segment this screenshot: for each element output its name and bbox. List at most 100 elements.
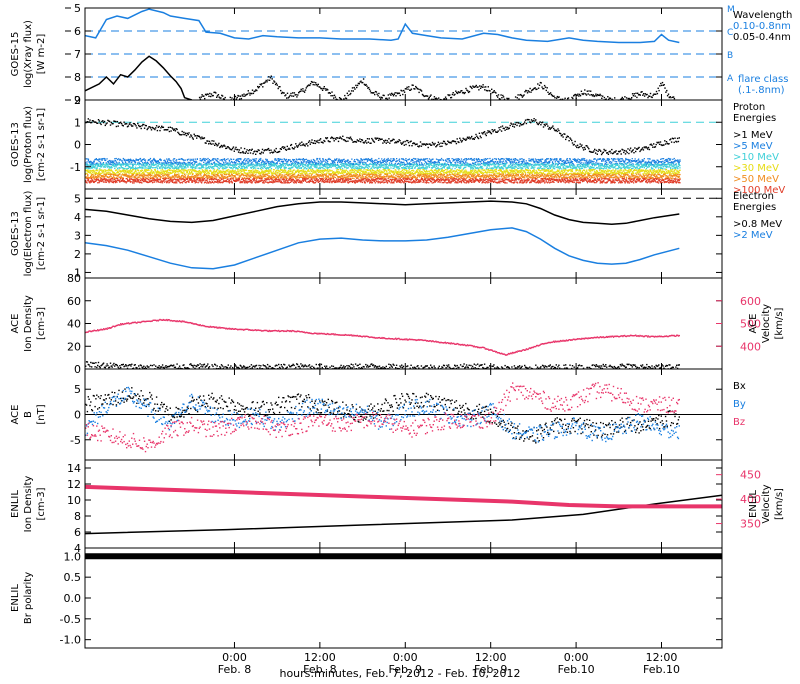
series-point: [228, 165, 229, 166]
series-point: [331, 166, 332, 167]
series-point: [530, 122, 531, 123]
series-point: [215, 92, 216, 93]
series-point: [381, 158, 382, 159]
series-point: [225, 167, 226, 168]
series-point: [111, 164, 112, 165]
series-point: [285, 165, 286, 166]
series-point: [348, 167, 349, 168]
series-point: [405, 164, 406, 165]
series-point: [619, 167, 620, 168]
series-point: [481, 166, 482, 167]
series-point: [204, 137, 205, 138]
series-point: [229, 160, 230, 161]
series-point: [198, 167, 199, 168]
series-point: [572, 161, 573, 162]
series-point: [152, 173, 153, 174]
series-point: [677, 168, 678, 169]
series-point: [541, 86, 542, 87]
series-point: [533, 118, 534, 119]
series-point: [535, 87, 536, 88]
series-point: [402, 143, 403, 144]
series-point: [248, 93, 249, 94]
series-point: [589, 94, 590, 95]
series-point: [580, 146, 581, 147]
series-point: [154, 129, 155, 130]
series-point: [355, 161, 356, 162]
series-point: [286, 159, 287, 160]
series-point: [629, 163, 630, 164]
series-point: [671, 141, 672, 142]
series-point: [306, 161, 307, 162]
series-point: [363, 162, 364, 163]
series-point: [308, 142, 309, 143]
series-point: [225, 160, 226, 161]
series-point: [368, 87, 369, 88]
series-point: [147, 164, 148, 165]
series-point: [624, 165, 625, 166]
series-point: [310, 144, 311, 145]
series-point: [225, 97, 226, 98]
series-point: [565, 161, 566, 162]
series-point: [670, 97, 671, 98]
series-point: [318, 164, 319, 165]
series-point: [539, 164, 540, 165]
series-point: [639, 164, 640, 165]
series-point: [564, 98, 565, 99]
series-point: [286, 150, 287, 151]
series-point: [252, 153, 253, 154]
series-point: [384, 158, 385, 159]
series-point: [455, 162, 456, 163]
series-point: [193, 167, 194, 168]
series-point: [314, 162, 315, 163]
series-point: [602, 96, 603, 97]
series-point: [358, 160, 359, 161]
series-point: [482, 87, 483, 88]
series-point: [628, 165, 629, 166]
series-point: [491, 133, 492, 134]
series-point: [203, 95, 204, 96]
series-point: [474, 158, 475, 159]
series-point: [517, 97, 518, 98]
series-point: [613, 152, 614, 153]
series-point: [168, 164, 169, 165]
series-point: [305, 167, 306, 168]
series-point: [105, 167, 106, 168]
series-point: [629, 149, 630, 150]
series-point: [237, 149, 238, 150]
series-point: [561, 101, 562, 102]
series-point: [306, 168, 307, 169]
series-point: [548, 163, 549, 164]
series-point: [333, 160, 334, 161]
series-point: [608, 160, 609, 161]
series-point: [337, 164, 338, 165]
series-point: [342, 100, 343, 101]
series-point: [167, 161, 168, 162]
series-point: [133, 165, 134, 166]
series-point: [459, 138, 460, 139]
series-point: [125, 166, 126, 167]
series-point: [170, 160, 171, 161]
series-point: [231, 97, 232, 98]
series-point: [421, 146, 422, 147]
series-point: [131, 160, 132, 161]
series-point: [249, 159, 250, 160]
series-point: [219, 168, 220, 169]
series-point: [151, 129, 152, 130]
series-point: [317, 140, 318, 141]
series-point: [522, 162, 523, 163]
series-point: [188, 132, 189, 133]
series-point: [222, 165, 223, 166]
series-point: [393, 164, 394, 165]
series-point: [177, 163, 178, 164]
series-point: [406, 88, 407, 89]
series-point: [472, 165, 473, 166]
series-point: [528, 168, 529, 169]
series-point: [609, 151, 610, 152]
series-point: [588, 161, 589, 162]
series-point: [138, 170, 139, 171]
series-point: [349, 164, 350, 165]
series-point: [380, 163, 381, 164]
series-point: [414, 88, 415, 89]
series-point: [93, 164, 94, 165]
series-point: [318, 142, 319, 143]
